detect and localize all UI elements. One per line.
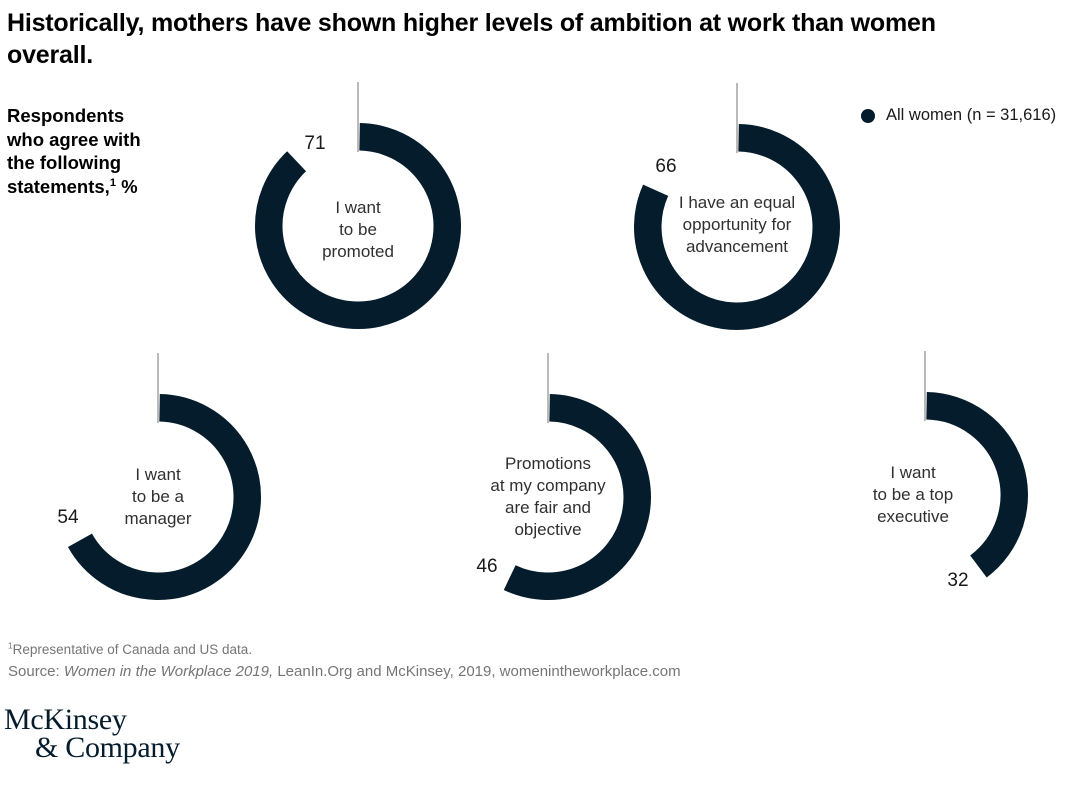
donut-2-value: 66 [655, 156, 677, 177]
donut-5-value: 32 [947, 570, 969, 591]
legend: All women (n = 31,616) [861, 106, 1056, 125]
donut-3-statement-label: I want to be a manager [124, 465, 192, 528]
respondents-note: Respondents who agree with the following… [7, 104, 141, 198]
note-line-1: Respondents [7, 105, 125, 126]
source-title-italic: Women in the Workplace 2019, [63, 663, 274, 680]
donut-2-statement-label: I have an equal opportunity for advancemen… [678, 193, 796, 256]
source-prefix: Source: [8, 663, 64, 680]
mckinsey-logo: McKinsey & Company [4, 703, 180, 764]
legend-dot-icon [861, 108, 875, 123]
chart-title: Historically, mothers have shown higher … [7, 9, 936, 69]
donut-5-arc [925, 392, 1028, 578]
note-superscript: 1 [109, 176, 116, 189]
note-line-4: statements, [7, 175, 110, 197]
donut-4-value: 46 [476, 556, 498, 577]
donut-3-arc [67, 394, 261, 600]
legend-label: All women (n = 31,616) [886, 106, 1057, 124]
logo-line-1: McKinsey [4, 703, 127, 736]
footnote-superscript: 1 [8, 640, 13, 651]
donut-1-arc [255, 123, 461, 329]
donut-4-statement-label: Promotions at my company are fair and objec… [490, 454, 606, 539]
footnote-text: Representative of Canada and US data. [12, 642, 253, 657]
source-rest: LeanIn.Org and McKinsey, 2019, womeninth… [273, 663, 681, 680]
donut-3-value: 54 [57, 507, 79, 528]
note-unit: % [116, 175, 138, 197]
donut-5-statement-label: I want to be a top executive [872, 463, 954, 526]
donut-1-value: 71 [304, 133, 326, 154]
logo-line-2: & Company [35, 731, 180, 764]
note-line-3: the following [7, 152, 122, 173]
donut-2-arc [634, 124, 840, 330]
source-line: Source: Women in the Workplace 2019, Lea… [8, 663, 681, 680]
note-line-2: who agree with [7, 128, 141, 150]
footnote: 1Representative of Canada and US data. [8, 640, 253, 657]
donut-4-arc [503, 394, 651, 600]
donut-1-statement-label: I want to be promoted [322, 198, 394, 261]
